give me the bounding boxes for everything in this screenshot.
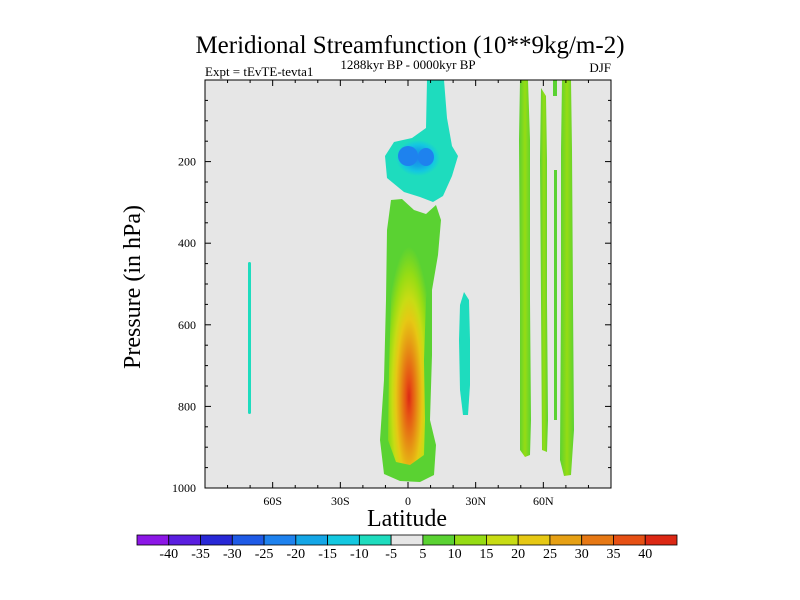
colorbar-label: -35 — [191, 547, 210, 562]
season-label: DJF — [589, 60, 611, 75]
tropical-positive-cell-inner — [388, 214, 430, 465]
x-tick-label: 30S — [331, 494, 350, 508]
positive-band-57n-thin — [553, 80, 557, 96]
colorbar-label: 5 — [419, 547, 426, 562]
colorbar-swatch — [613, 534, 646, 546]
colorbar-swatch — [390, 534, 424, 546]
colorbar-swatch — [200, 534, 233, 546]
positive-band-50n — [519, 80, 531, 457]
colorbar-label: 35 — [606, 547, 620, 562]
colorbar-swatch — [295, 534, 328, 546]
upper-negative-center — [398, 146, 418, 166]
x-tick-label: 60S — [263, 494, 282, 508]
colorbar-swatch — [549, 534, 583, 546]
colorbar-label: 40 — [638, 547, 652, 562]
weak-negative-band-north — [459, 292, 470, 415]
colorbar-label: -15 — [318, 547, 337, 562]
y-tick-label: 1000 — [172, 481, 196, 495]
colorbar-swatch — [136, 534, 170, 546]
colorbar-label: -40 — [159, 547, 178, 562]
colorbar-swatch — [358, 534, 392, 546]
colorbar-swatch — [486, 534, 519, 546]
x-axis-title: Latitude — [367, 506, 447, 532]
y-tick-label: 400 — [178, 236, 196, 250]
positive-band-70n — [560, 80, 574, 476]
colorbar-swatch — [454, 534, 487, 546]
y-axis-title: Pressure (in hPa) — [120, 205, 146, 369]
colorbar-label: 30 — [575, 547, 589, 562]
chart-title: Meridional Streamfunction (10**9kg/m-2) — [195, 32, 624, 59]
colorbar-swatch — [644, 534, 678, 546]
contour-fields — [248, 80, 574, 482]
colorbar-swatch — [422, 534, 456, 546]
time-range-label: 1288kyr BP - 0000kyr BP — [340, 57, 475, 72]
colorbar-label: 20 — [511, 547, 525, 562]
colorbar-label: 10 — [448, 547, 462, 562]
colorbar-label: -25 — [255, 547, 274, 562]
upper-negative-center-2 — [418, 148, 434, 166]
colorbar-swatch — [263, 534, 297, 546]
x-tick-label: 0 — [405, 494, 411, 508]
colorbar-label: -20 — [286, 547, 305, 562]
y-tick-label: 600 — [178, 318, 196, 332]
colorbar-label: 15 — [479, 547, 493, 562]
colorbar: -40 -35 -30 -25 -20 -15 -10 -5 5 10 15 20 25 30 35 40 — [136, 534, 678, 562]
colorbar-swatch — [168, 534, 201, 546]
experiment-label: Expt = tEvTE-tevta1 — [205, 64, 313, 79]
colorbar-label: 25 — [543, 547, 557, 562]
y-tick-label: 800 — [178, 399, 196, 413]
weak-negative-band-south — [248, 262, 251, 414]
positive-band-60n — [540, 88, 548, 452]
colorbar-swatch — [327, 534, 360, 546]
colorbar-label: -10 — [350, 547, 369, 562]
colorbar-swatch — [517, 534, 551, 546]
positive-band-62n-thin — [554, 170, 557, 420]
x-tick-label: 60N — [533, 494, 554, 508]
y-axis-ticks: 200 400 600 800 1000 — [172, 79, 611, 495]
colorbar-label: -5 — [385, 547, 397, 562]
x-tick-label: 30N — [465, 494, 486, 508]
colorbar-label: -30 — [223, 547, 242, 562]
y-tick-label: 200 — [178, 155, 196, 169]
x-axis-ticks: 60S 30S 0 30N 60N — [204, 80, 612, 508]
colorbar-swatch — [231, 534, 265, 546]
colorbar-swatch — [581, 534, 614, 546]
